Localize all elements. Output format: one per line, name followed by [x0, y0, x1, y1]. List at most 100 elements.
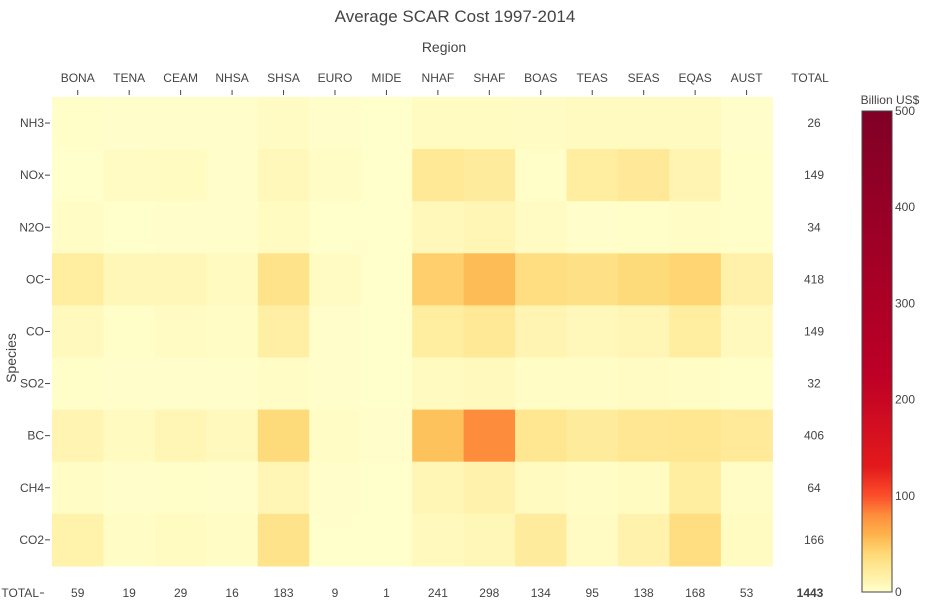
colorbar-ticks: 0 100 200 300 400 500 — [895, 104, 915, 599]
heatmap-cell — [206, 305, 259, 359]
heatmap-cell — [103, 149, 156, 202]
heatmap-cell — [309, 357, 362, 411]
heatmap-cell — [515, 409, 568, 463]
heatmap-cell — [103, 409, 156, 463]
heatmap-cell — [617, 149, 670, 202]
heatmap-cell — [257, 513, 310, 567]
heatmap-cell — [206, 409, 259, 463]
heatmap-cell — [52, 513, 105, 567]
heatmap-cell — [360, 305, 413, 359]
heatmap-cell — [720, 201, 773, 254]
heatmap-cell — [360, 201, 413, 254]
x-tick-label: SHSA — [267, 71, 300, 85]
heatmap-cell — [463, 409, 516, 463]
heatmap-cell — [617, 461, 670, 515]
heatmap-cell — [669, 305, 722, 359]
heatmap-cell — [463, 97, 516, 150]
heatmap-cell — [103, 357, 156, 411]
column-total: 183 — [274, 586, 294, 600]
row-totals: 26 149 34 418 149 32 406 64 166 — [804, 116, 824, 547]
column-total: 59 — [71, 586, 85, 600]
colorbar-tick-label: 200 — [895, 393, 915, 407]
heatmap-cell — [669, 253, 722, 306]
heatmap-cell — [566, 253, 619, 306]
column-total: 29 — [174, 586, 188, 600]
column-total: 95 — [586, 586, 600, 600]
heatmap-cell — [103, 253, 156, 306]
heatmap-cell — [154, 513, 207, 567]
heatmap-cell — [257, 201, 310, 254]
heatmap-cell — [360, 409, 413, 463]
heatmap-cell — [360, 97, 413, 150]
column-total: 16 — [225, 586, 239, 600]
chart-title: Average SCAR Cost 1997-2014 — [335, 7, 576, 26]
heatmap-cell — [412, 409, 465, 463]
heatmap-cell — [154, 305, 207, 359]
heatmap-cell — [617, 97, 670, 150]
heatmap-cell — [720, 409, 773, 463]
heatmap-cell — [412, 461, 465, 515]
heatmap-cell — [669, 97, 722, 150]
heatmap-cell — [360, 357, 413, 411]
heatmap-cell — [206, 97, 259, 150]
heatmap-cell — [720, 305, 773, 359]
heatmap-cell — [669, 461, 722, 515]
colorbar-tick-label: 300 — [895, 296, 915, 310]
colorbar-tick-label: 500 — [895, 104, 915, 118]
heatmap-cell — [515, 253, 568, 306]
x-tick-label: EQAS — [678, 71, 711, 85]
heatmap-cell — [52, 97, 105, 150]
heatmap-cell — [412, 513, 465, 567]
row-total: 34 — [807, 220, 821, 234]
heatmap-cell — [617, 305, 670, 359]
heatmap-cell — [309, 97, 362, 150]
column-total: 138 — [634, 586, 654, 600]
y-tick-label: CH4 — [20, 481, 44, 495]
heatmap-cell — [515, 357, 568, 411]
grand-total: 1443 — [797, 586, 824, 600]
heatmap-cell — [720, 461, 773, 515]
y-tick-label: CO2 — [19, 533, 44, 547]
heatmap-cell — [412, 305, 465, 359]
heatmap-cell — [412, 253, 465, 306]
row-total: 166 — [804, 533, 824, 547]
heatmap-cell — [463, 253, 516, 306]
row-total: 26 — [807, 116, 821, 130]
heatmap-cell — [720, 513, 773, 567]
y-axis-ticks: NH3 NOx N2O OC CO SO2 BC CH4 CO2 — [19, 116, 50, 547]
heatmap-cell — [206, 357, 259, 411]
heatmap-cell — [154, 461, 207, 515]
heatmap-cell — [309, 149, 362, 202]
heatmap-cell — [412, 149, 465, 202]
heatmap-cell — [52, 357, 105, 411]
heatmap-cell — [206, 513, 259, 567]
heatmap-cell — [154, 253, 207, 306]
y-tick-label: SO2 — [20, 377, 44, 391]
x-tick-label: TEAS — [577, 71, 608, 85]
column-total: 241 — [428, 586, 448, 600]
heatmap-cell — [515, 513, 568, 567]
heatmap-cell — [566, 357, 619, 411]
heatmap-cell — [617, 201, 670, 254]
row-total: 149 — [804, 324, 824, 338]
row-total: 406 — [804, 429, 824, 443]
x-tick-label: NHAF — [422, 71, 455, 85]
x-tick-label: NHSA — [215, 71, 248, 85]
heatmap-cell — [463, 149, 516, 202]
heatmap-cell — [412, 201, 465, 254]
heatmap-cell — [257, 97, 310, 150]
heatmap-cell — [617, 409, 670, 463]
heatmap-cell — [206, 201, 259, 254]
heatmap-cell — [309, 253, 362, 306]
heatmap-cell — [360, 253, 413, 306]
heatmap-cell — [309, 305, 362, 359]
heatmap-cell — [566, 461, 619, 515]
y-tick-label: N2O — [19, 220, 44, 234]
heatmap-cell — [52, 461, 105, 515]
heatmap-cell — [257, 409, 310, 463]
heatmap-cell — [463, 513, 516, 567]
heatmap-cell — [412, 97, 465, 150]
heatmap-cell — [257, 149, 310, 202]
heatmap-cell — [720, 149, 773, 202]
heatmap-cell — [720, 357, 773, 411]
